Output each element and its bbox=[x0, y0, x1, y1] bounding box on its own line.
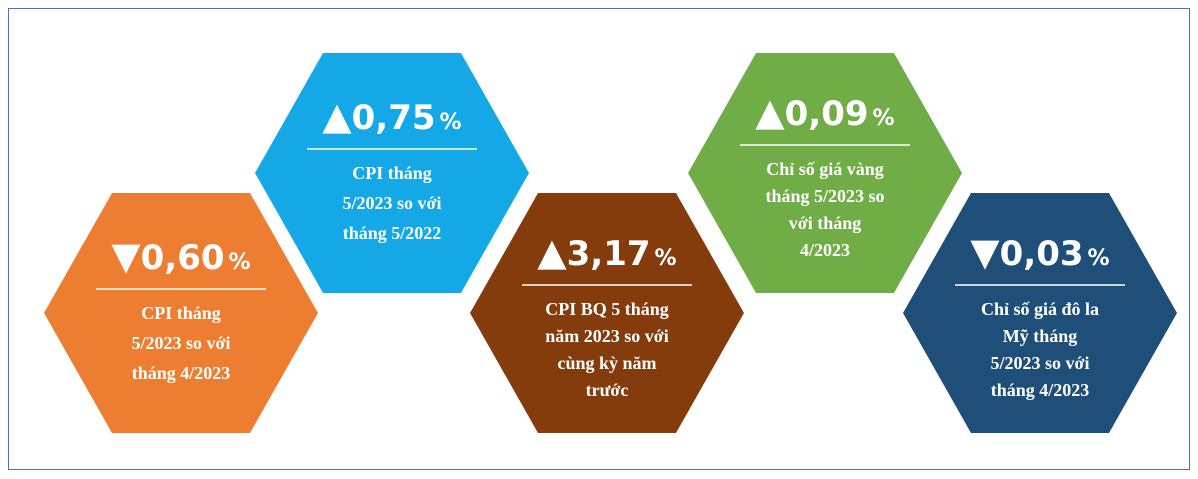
label-line: tháng 5/2023 so bbox=[765, 186, 884, 206]
value: ▲0,09% bbox=[755, 90, 894, 134]
label-line: trước bbox=[586, 380, 629, 400]
label-line: CPI tháng bbox=[141, 303, 221, 323]
hexagon-card: ▲3,17 % CPI BQ 5 tháng năm 2023 so với cùng … bbox=[470, 193, 744, 433]
arrow: ▲ bbox=[322, 94, 352, 138]
value-number: 3,17 bbox=[567, 234, 651, 274]
label-line: 5/2023 so với bbox=[343, 193, 442, 213]
arrow: ▼ bbox=[970, 230, 1000, 274]
value-number: 0,03 bbox=[1000, 234, 1084, 274]
hexagon bbox=[470, 193, 744, 433]
hexagon bbox=[688, 53, 962, 293]
hexagon-card: ▲0,09 % Chỉ số giá vàng tháng 5/2023 so với … bbox=[688, 53, 962, 293]
label-line: cùng kỳ năm bbox=[557, 353, 656, 373]
label-line: với tháng bbox=[789, 213, 861, 233]
label-line: Chỉ số giá đô la bbox=[981, 299, 1099, 319]
hexagon bbox=[903, 193, 1177, 433]
hexagon-card: ▲0,75 % CPI tháng 5/2023 so với tháng 5/2022 bbox=[255, 53, 529, 293]
value-number: 0,75 bbox=[352, 98, 436, 138]
label-line: 5/2023 so với bbox=[132, 333, 231, 353]
label-line: tháng 4/2023 bbox=[991, 380, 1090, 400]
label-line: CPI tháng bbox=[352, 163, 432, 183]
value: ▲3,17% bbox=[537, 230, 676, 274]
label-line: tháng 5/2022 bbox=[343, 223, 442, 243]
hexagon bbox=[44, 193, 318, 433]
label-line: CPI BQ 5 tháng bbox=[545, 299, 669, 319]
value: ▼0,60% bbox=[111, 234, 250, 278]
unit: % bbox=[1088, 246, 1110, 271]
arrow: ▼ bbox=[111, 234, 141, 278]
arrow: ▲ bbox=[537, 230, 567, 274]
label-line: Mỹ tháng bbox=[1003, 326, 1078, 346]
value-number: 0,09 bbox=[785, 94, 869, 134]
value-number: 0,60 bbox=[141, 238, 225, 278]
label-line: năm 2023 so với bbox=[545, 326, 668, 346]
hexagon bbox=[255, 53, 529, 293]
unit: % bbox=[873, 106, 895, 131]
unit: % bbox=[229, 250, 251, 275]
label-line: tháng 4/2023 bbox=[132, 363, 231, 383]
unit: % bbox=[440, 110, 462, 135]
label-line: 5/2023 so với bbox=[991, 353, 1090, 373]
value: ▼0,03% bbox=[970, 230, 1109, 274]
value: ▲0,75% bbox=[322, 94, 461, 138]
arrow: ▲ bbox=[755, 90, 785, 134]
hexagon-card: ▼0,03 % Chỉ số giá đô la Mỹ tháng 5/2023 so … bbox=[903, 193, 1177, 433]
label-line: 4/2023 bbox=[800, 240, 850, 260]
hexagon-card: ▼0,60 % CPI tháng 5/2023 so với tháng 4/2023 bbox=[44, 193, 318, 433]
unit: % bbox=[655, 246, 677, 271]
label-line: Chỉ số giá vàng bbox=[766, 159, 884, 179]
